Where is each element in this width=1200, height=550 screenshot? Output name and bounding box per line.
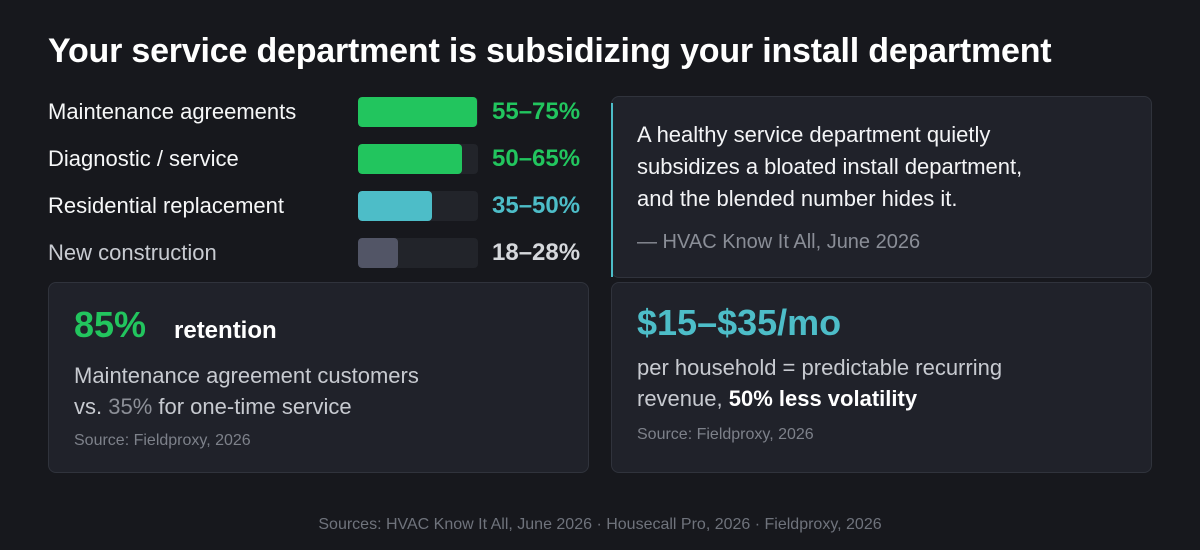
revenue-line: per household = predictable recurring [637, 355, 1003, 380]
retention-line-prefix: vs. [74, 394, 109, 419]
margin-bar-fill [358, 191, 433, 221]
margin-range: 50–65% [492, 145, 581, 172]
margin-bar-track [358, 144, 478, 174]
retention-description: Maintenance agreement customers vs. 35% … [74, 360, 419, 422]
margin-bar-fill [358, 144, 463, 174]
quote-card: A healthy service department quietly sub… [611, 96, 1152, 278]
margin-bar-fill [358, 238, 398, 268]
margin-bar-track [358, 191, 478, 221]
revenue-line-prefix: revenue, [637, 386, 729, 411]
retention-source: Source: Fieldproxy, 2026 [74, 432, 251, 449]
page-title: Your service department is subsidizing y… [48, 32, 1052, 70]
margin-range: 55–75% [492, 98, 581, 125]
margin-range: 18–28% [492, 239, 581, 266]
retention-card: 85% retention Maintenance agreement cust… [48, 282, 589, 473]
margin-label: Diagnostic / service [48, 146, 239, 171]
margin-label: Maintenance agreements [48, 99, 297, 124]
comparison-percent: 35% [108, 394, 153, 419]
margin-row: Maintenance agreements 55–75% [48, 94, 600, 130]
margin-row: Diagnostic / service 50–65% [48, 141, 600, 177]
revenue-source: Source: Fieldproxy, 2026 [637, 426, 814, 443]
margin-range: 35–50% [492, 192, 581, 219]
quote-line: A healthy service department quietly [637, 122, 991, 147]
retention-line: vs. 35% for one-time service [74, 391, 419, 422]
margin-row: Residential replacement 35–50% [48, 188, 600, 224]
retention-line-suffix: for one-time service [152, 394, 352, 419]
revenue-value: $15–$35/mo [637, 302, 842, 343]
retention-value: 85% [74, 304, 147, 345]
margin-label: Residential replacement [48, 193, 285, 218]
margin-bar-track [358, 97, 478, 127]
quote-line: and the blended number hides it. [637, 186, 958, 211]
volatility-highlight: 50% less volatility [728, 386, 918, 411]
quote-accent-bar [611, 103, 613, 277]
revenue-line: revenue, 50% less volatility [637, 383, 1002, 414]
revenue-description: per household = predictable recurring re… [637, 352, 1002, 414]
retention-suffix: retention [174, 317, 277, 344]
retention-line: Maintenance agreement customers [74, 363, 419, 388]
quote-attribution: — HVAC Know It All, June 2026 [637, 231, 921, 253]
footer-sources: Sources: HVAC Know It All, June 2026 · H… [318, 516, 882, 533]
margin-bar-fill [358, 97, 477, 127]
quote-line: subsidizes a bloated install department, [637, 154, 1023, 179]
quote-text: A healthy service department quietly sub… [637, 119, 1137, 215]
revenue-card: $15–$35/mo per household = predictable r… [611, 282, 1152, 473]
margin-row: New construction 18–28% [48, 235, 600, 271]
margin-bar-track [358, 238, 478, 268]
margin-label: New construction [48, 240, 217, 265]
